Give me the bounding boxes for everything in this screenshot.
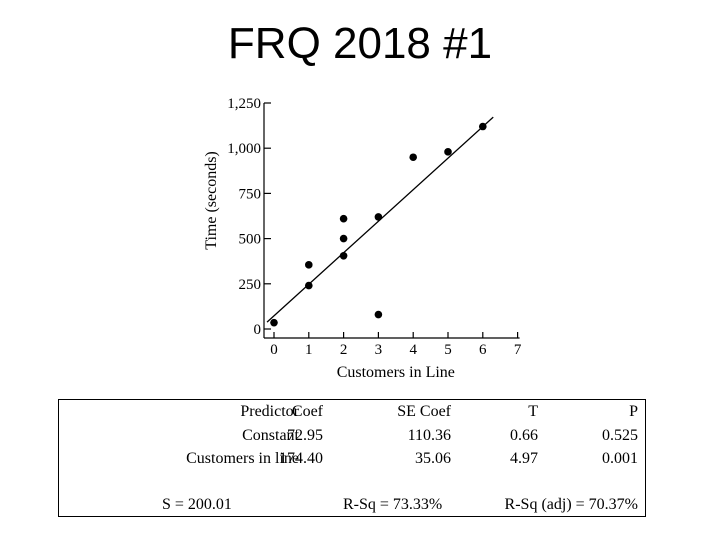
y-tick-label: 1,000: [227, 141, 261, 157]
x-axis-label: Customers in Line: [337, 364, 455, 381]
data-point: [409, 153, 417, 162]
header-p: P: [629, 403, 638, 420]
summary-r-sq-adj: R-Sq (adj) = 70.37%: [504, 496, 638, 513]
header-coef: Coef: [291, 403, 323, 420]
row-customers-p: 0.001: [602, 450, 638, 467]
summary-r-sq: R-Sq = 73.33%: [343, 496, 443, 513]
x-tick-label: 6: [479, 342, 487, 358]
header-t: T: [528, 403, 538, 420]
summary-s: S = 200.01: [162, 496, 232, 513]
slide-title: FRQ 2018 #1: [227, 19, 493, 68]
row-customers-coef: 174.40: [279, 450, 323, 467]
y-tick-label: 1,250: [227, 96, 261, 112]
row-constant-t: 0.66: [510, 427, 538, 444]
x-tick-label: 0: [270, 342, 278, 358]
scatter-plot: 0 250 500 750 1,000 1,250 0 1 2 3 4 5 6 7 Customers in…: [203, 96, 522, 381]
data-point: [270, 318, 278, 327]
y-tick-label: 750: [239, 186, 262, 202]
row-constant-se-coef: 110.36: [407, 427, 451, 444]
x-tick-label: 1: [305, 342, 313, 358]
data-point: [339, 251, 348, 260]
data-point: [444, 148, 452, 156]
row-constant-coef: 72.95: [287, 427, 323, 444]
header-se-coef: SE Coef: [397, 403, 451, 420]
y-axis-label: Time (seconds): [203, 151, 220, 250]
data-point: [479, 122, 487, 131]
y-tick-label: 0: [254, 322, 262, 338]
row-customers-predictor: Customers in line: [186, 450, 299, 467]
row-customers-se-coef: 35.06: [415, 450, 451, 467]
x-tick-label: 2: [340, 342, 348, 358]
data-point: [305, 281, 313, 290]
x-tick-label: 4: [409, 342, 417, 358]
row-constant-p: 0.525: [602, 427, 638, 444]
data-point: [374, 213, 383, 221]
x-tick-label: 3: [375, 342, 383, 358]
data-point: [305, 261, 313, 269]
data-point: [339, 234, 348, 243]
row-constant-predictor: Constant: [242, 427, 299, 444]
regression-output-table: Predictor Coef SE Coef T P Constant 72.9…: [58, 399, 646, 517]
y-tick-label: 250: [239, 277, 262, 293]
data-point: [339, 214, 348, 223]
y-tick-label: 500: [239, 232, 262, 248]
header-predictor: Predictor: [240, 403, 299, 420]
row-customers-t: 4.97: [510, 450, 538, 467]
x-tick-label: 7: [514, 342, 522, 358]
data-point: [374, 310, 383, 319]
x-tick-label: 5: [444, 342, 452, 358]
